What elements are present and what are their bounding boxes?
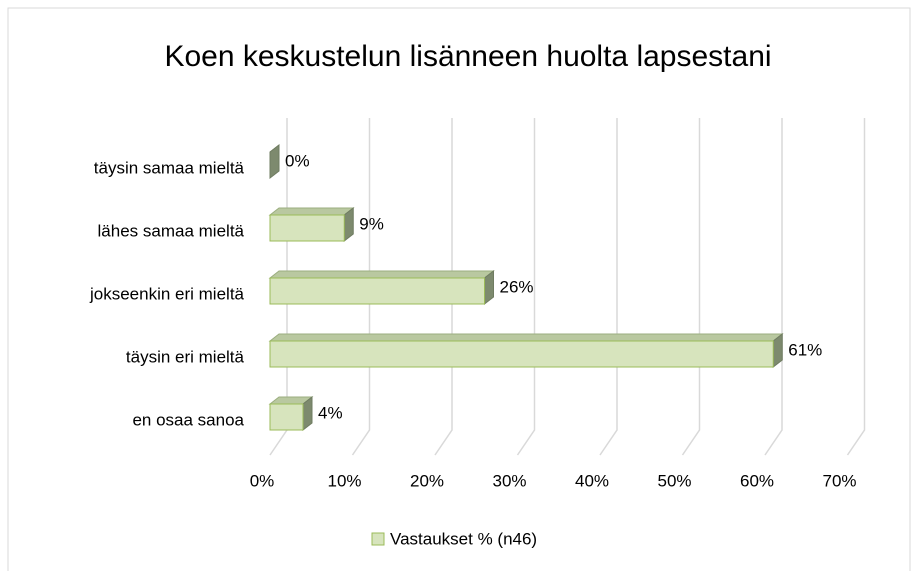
bar [268,206,355,243]
y-tick-label: jokseenkin eri mieltä [89,284,245,303]
chart-frame [7,7,911,571]
bar-front [269,277,485,305]
x-tick-label: 40% [575,471,609,490]
data-label: 61% [788,340,822,359]
x-tick-label: 10% [327,471,361,490]
data-label: 4% [318,403,343,422]
bar [269,143,280,180]
x-tick-label: 0% [250,471,275,490]
x-tick-label: 30% [492,471,526,490]
legend-label: Vastaukset % (n46) [390,529,537,548]
y-tick-label: täysin samaa mieltä [94,158,245,177]
chart-title: Koen keskustelun lisänneen huolta lapses… [164,40,771,73]
x-tick-label: 50% [657,471,691,490]
bar-front [269,340,774,368]
bar-top [268,333,784,342]
grid-line [516,118,536,456]
grid-line [599,118,618,456]
y-tick-label: täysin eri mieltä [126,347,245,366]
bar-front [269,214,345,242]
data-label: 9% [359,214,384,233]
grid-line [351,118,371,456]
legend-swatch [371,532,385,546]
grid-line [846,118,866,456]
x-tick-label: 60% [740,471,774,490]
bar [268,332,784,369]
grid-line [764,118,783,456]
bar [268,269,495,306]
data-label: 0% [285,151,310,170]
bar-front [269,403,304,431]
y-tick-label: lähes samaa mieltä [98,221,245,240]
y-tick-label: en osaa sanoa [132,410,244,429]
bar-top [268,270,495,279]
grid-line [434,118,453,456]
data-label: 26% [500,277,534,296]
grid-line [681,118,701,456]
x-tick-label: 70% [822,471,856,490]
bar-side [269,143,280,180]
bar [268,395,314,432]
x-tick-label: 20% [410,471,444,490]
bar-top [268,207,355,216]
